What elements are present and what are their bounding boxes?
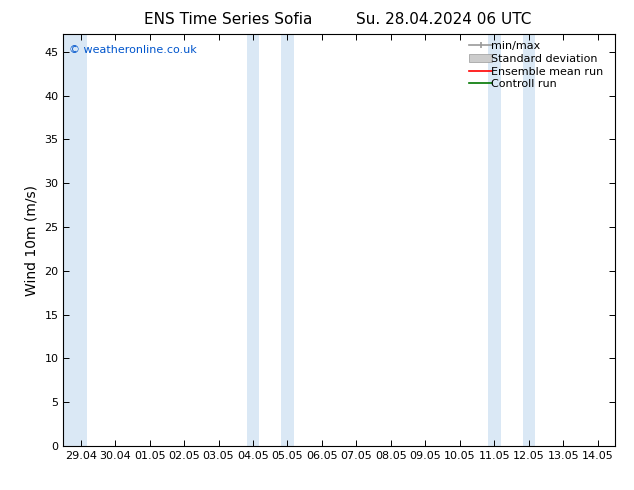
Y-axis label: Wind 10m (m/s): Wind 10m (m/s) bbox=[25, 185, 39, 295]
Bar bbox=[488, 34, 500, 446]
Text: © weatheronline.co.uk: © weatheronline.co.uk bbox=[69, 45, 197, 54]
Legend: min/max, Standard deviation, Ensemble mean run, Controll run: min/max, Standard deviation, Ensemble me… bbox=[466, 38, 612, 93]
Bar bbox=[281, 34, 294, 446]
Bar bbox=[63, 34, 87, 446]
Text: ENS Time Series Sofia: ENS Time Series Sofia bbox=[144, 12, 313, 27]
Bar bbox=[522, 34, 535, 446]
Bar bbox=[247, 34, 259, 446]
Text: Su. 28.04.2024 06 UTC: Su. 28.04.2024 06 UTC bbox=[356, 12, 531, 27]
